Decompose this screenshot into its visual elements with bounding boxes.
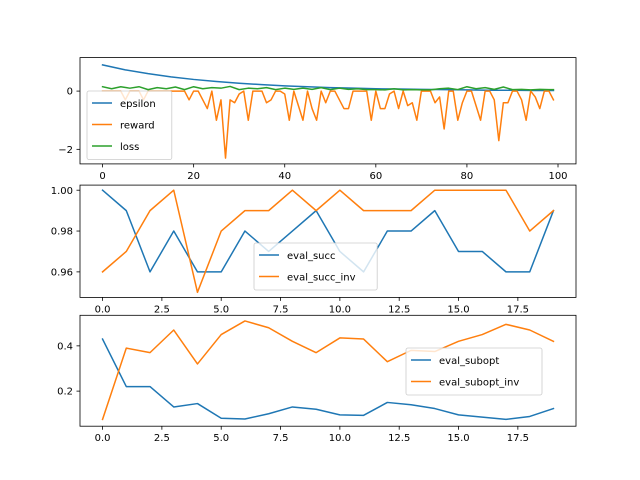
legend-label-epsilon: epsilon — [120, 99, 156, 110]
y-tick-label: −2 — [58, 145, 73, 156]
legend-label-eval-subopt: eval_subopt — [439, 356, 499, 367]
x-tick-label: 60 — [369, 171, 382, 182]
series-line-epsilon — [101, 63, 555, 92]
x-tick-label: 10.0 — [329, 304, 351, 315]
x-tick-label: 15.0 — [447, 433, 469, 444]
axes-frame — [79, 314, 577, 427]
legend-label-eval-succ-inv: eval_succ_inv — [287, 273, 356, 284]
x-tick-label: 20 — [187, 171, 200, 182]
x-tick-label: 5.0 — [213, 433, 229, 444]
x-tick-label: 12.5 — [388, 304, 410, 315]
x-tick-label: 7.5 — [273, 304, 289, 315]
x-tick-label: 12.5 — [388, 433, 410, 444]
y-tick-label: 0.98 — [51, 227, 73, 238]
x-tick-label: 10.0 — [329, 433, 351, 444]
x-tick-label: 2.5 — [154, 304, 170, 315]
series-line-eval-subopt — [101, 338, 555, 421]
legend-label-loss: loss — [120, 142, 139, 153]
y-tick-label: 1.00 — [51, 186, 73, 197]
legend: epsilon reward loss — [86, 90, 173, 160]
legend-label-eval-subopt-inv: eval_subopt_inv — [439, 378, 519, 389]
subplot-eval-succ: 0.0 2.5 5.0 7.5 10.0 12.5 15.0 17.5 0.96 0.98 1.00… — [51, 184, 577, 315]
legend-label-eval-succ: eval_succ — [287, 251, 336, 262]
x-tick-label: 17.5 — [507, 433, 529, 444]
series-line-loss — [101, 85, 555, 91]
x-tick-label: 2.5 — [154, 433, 170, 444]
series-line-reward — [101, 90, 555, 159]
series-line-eval-subopt-inv — [101, 320, 555, 421]
x-tick-label: 0.0 — [95, 304, 111, 315]
legend-box — [405, 347, 543, 396]
subplot-epsilon-reward-loss: 0 20 40 60 80 100 −2 0 epsilon reward loss — [58, 57, 577, 182]
y-tick-label: 0.96 — [51, 267, 73, 278]
x-tick-label: 15.0 — [447, 304, 469, 315]
legend: eval_subopt eval_subopt_inv — [405, 347, 543, 396]
legend-box — [253, 242, 378, 291]
series-line-eval-succ-inv — [101, 189, 555, 294]
x-tick-label: 80 — [461, 171, 474, 182]
x-tick-label: 40 — [278, 171, 291, 182]
x-tick-label: 17.5 — [507, 304, 529, 315]
legend-label-reward: reward — [120, 121, 155, 132]
y-tick-label: 0 — [67, 87, 73, 98]
x-tick-label: 0 — [99, 171, 105, 182]
x-tick-label: 0.0 — [95, 433, 111, 444]
legend-box — [86, 90, 173, 160]
x-tick-label: 7.5 — [273, 433, 289, 444]
series-line-eval-succ — [101, 189, 555, 273]
x-tick-label: 5.0 — [213, 304, 229, 315]
x-tick-label: 100 — [548, 171, 567, 182]
subplot-eval-subopt: 0.0 2.5 5.0 7.5 10.0 12.5 15.0 17.5 0.2 0.4 eval_s… — [57, 314, 577, 444]
axes-frame — [79, 184, 577, 298]
y-tick-label: 0.2 — [57, 387, 73, 398]
axes-frame — [79, 57, 577, 165]
legend: eval_succ eval_succ_inv — [253, 242, 378, 291]
y-tick-label: 0.4 — [57, 341, 73, 352]
